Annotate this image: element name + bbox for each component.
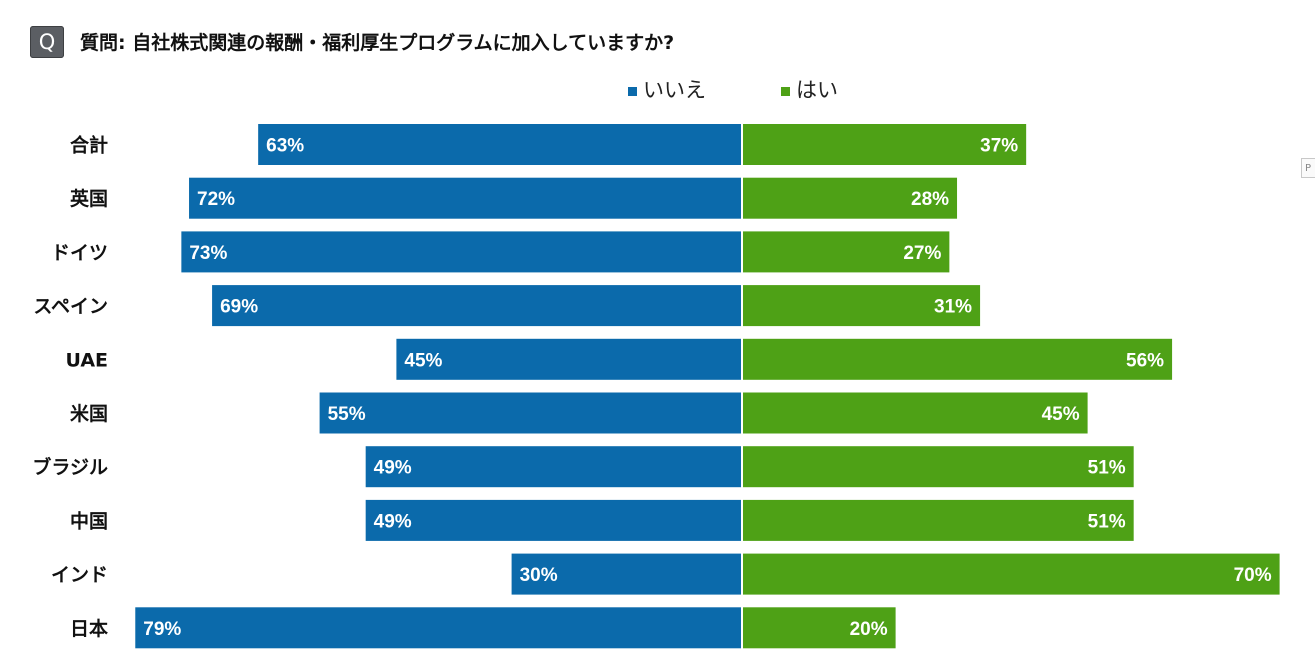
data-label-no: 55% [328,404,366,425]
bar-yes [742,446,1134,488]
data-label-no: 73% [189,243,227,264]
bar-yes [742,124,1027,165]
category-label: ブラジル [32,456,108,479]
data-label-yes: 70% [1234,565,1272,586]
bar-yes [742,392,1088,434]
data-label-no: 30% [520,565,558,586]
bar-yes [742,338,1173,380]
legend-swatch-yes [781,86,790,96]
data-label-no: 69% [220,297,258,318]
question-badge: Q [30,26,64,58]
legend-item-yes: はい [781,74,838,104]
data-label-no: 79% [143,619,181,640]
bar-no [135,607,742,649]
category-label: 英国 [70,187,108,210]
question-title: 質問: 自社株式関連の報酬・福利厚生プログラムに加入していますか? [80,32,675,54]
bar-no [319,392,742,434]
category-label: ドイツ [51,242,108,264]
data-label-yes: 37% [980,136,1018,157]
bar-no [189,177,743,219]
bar-yes [742,231,950,273]
data-label-yes: 56% [1126,350,1164,371]
bar-no [396,338,742,380]
bar-no [511,553,742,595]
category-label: 米国 [70,402,108,425]
bar-no [365,499,742,541]
data-label-yes: 51% [1088,458,1126,479]
bar-yes [742,607,896,649]
data-label-no: 49% [374,511,412,532]
bar-no [181,231,743,273]
data-label-yes: 28% [911,189,949,210]
bar-yes [742,553,1280,595]
category-label: UAE [65,349,108,371]
bar-no [212,285,742,327]
data-label-yes: 20% [850,619,888,640]
legend-item-no: いいえ [628,74,706,104]
category-label: 中国 [70,509,108,532]
category-label: インド [51,564,108,586]
legend-swatch-no [628,86,637,96]
data-label-no: 72% [197,189,235,210]
category-label: 合計 [70,134,108,157]
data-label-yes: 31% [934,297,972,318]
data-label-yes: 51% [1088,511,1126,532]
category-label: 日本 [70,617,108,640]
data-label-no: 45% [404,350,442,371]
category-label: スペイン [33,296,108,318]
legend-label-yes: はい [796,78,838,102]
legend-label-no: いいえ [643,78,706,102]
bar-yes [742,285,981,327]
side-panel-tab[interactable]: P [1301,158,1315,178]
bar-yes [742,177,958,219]
data-label-yes: 27% [903,243,941,264]
data-label-no: 63% [266,136,304,157]
data-label-yes: 45% [1042,404,1080,425]
data-label-no: 49% [374,458,412,479]
bar-yes [742,499,1134,541]
bar-no [365,446,742,488]
bar-no [258,124,742,165]
